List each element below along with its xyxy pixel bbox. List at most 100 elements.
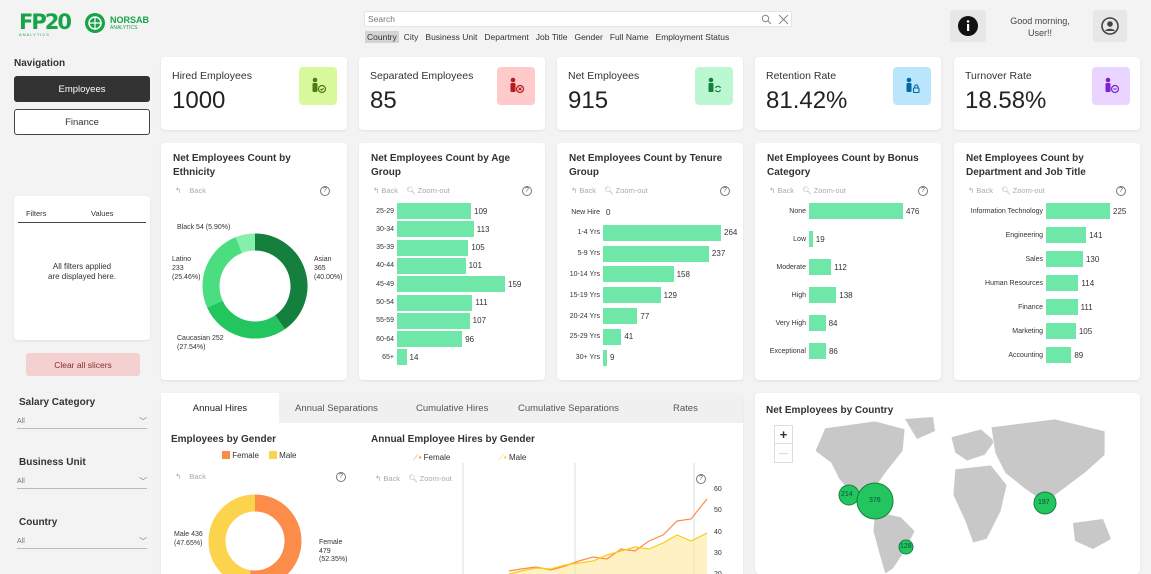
zoom-in-button[interactable]: +: [775, 426, 792, 444]
bar-row[interactable]: 30-34 113: [359, 221, 490, 238]
bar-row[interactable]: 5-9 Yrs 237: [557, 245, 725, 262]
tab-annual-separations[interactable]: Annual Separations: [295, 402, 378, 414]
bar[interactable]: [397, 257, 466, 274]
info-button[interactable]: [950, 10, 986, 42]
search-input[interactable]: [368, 14, 748, 24]
back-button[interactable]: ↰ Back: [968, 186, 994, 195]
bar-row[interactable]: 55-59 107: [359, 312, 486, 329]
chip-city[interactable]: City: [403, 32, 419, 42]
bar-row[interactable]: Very High 84: [755, 315, 837, 331]
slice-female[interactable]: [249, 494, 302, 574]
search-bar[interactable]: [364, 11, 792, 27]
chip-department[interactable]: Department: [484, 32, 529, 42]
bar-row[interactable]: 40-44 101: [359, 257, 482, 274]
tab-cumulative-separations[interactable]: Cumulative Separations: [518, 402, 619, 414]
bar[interactable]: [809, 315, 826, 331]
help-icon[interactable]: ?: [1116, 186, 1126, 196]
bar[interactable]: [397, 221, 474, 238]
bar-row[interactable]: 20-24 Yrs 77: [557, 308, 649, 324]
chip-job-title[interactable]: Job Title: [535, 32, 568, 42]
back-button[interactable]: ↰ Back: [571, 186, 597, 195]
bar[interactable]: [1046, 227, 1087, 243]
bar[interactable]: [809, 231, 813, 247]
back-button[interactable]: ↰ Back: [375, 474, 401, 483]
slice-caucasian[interactable]: [207, 300, 285, 339]
bar[interactable]: [603, 287, 661, 304]
bar[interactable]: [1046, 323, 1076, 339]
back-button[interactable]: ↰ Back: [175, 186, 206, 195]
back-button[interactable]: ↰ Back: [373, 186, 399, 195]
bar-row[interactable]: Engineering 141: [954, 227, 1102, 243]
bar-row[interactable]: None 476: [755, 203, 919, 219]
help-icon[interactable]: ?: [918, 186, 928, 196]
bar-row[interactable]: Human Resources 114: [954, 275, 1094, 291]
help-icon[interactable]: ?: [720, 186, 730, 196]
help-icon[interactable]: ?: [320, 186, 330, 196]
bar[interactable]: [1046, 347, 1072, 363]
bar-row[interactable]: 45-49 159: [359, 276, 521, 293]
bar[interactable]: [809, 287, 837, 303]
bar-row[interactable]: Accounting 89: [954, 347, 1083, 363]
help-icon[interactable]: ?: [696, 474, 706, 484]
search-icon[interactable]: [761, 14, 772, 25]
zoom-out-button[interactable]: 🔍︎ Zoom-out: [408, 474, 452, 483]
chip-full-name[interactable]: Full Name: [609, 32, 649, 42]
slicer-salary-dropdown[interactable]: All ﹀: [17, 415, 147, 429]
bar[interactable]: [397, 203, 472, 219]
tab-annual-hires[interactable]: Annual Hires: [161, 393, 279, 423]
bar[interactable]: [397, 331, 463, 348]
tab-cumulative-hires[interactable]: Cumulative Hires: [416, 402, 489, 414]
zoom-out-button[interactable]: 🔍︎ Zoom-out: [406, 186, 450, 195]
chip-gender[interactable]: Gender: [574, 32, 603, 42]
zoom-out-button[interactable]: 🔍︎ Zoom-out: [802, 186, 846, 195]
bubble-central[interactable]: [856, 482, 894, 520]
bar-row[interactable]: 10-14 Yrs 158: [557, 266, 690, 283]
bar[interactable]: [397, 312, 470, 329]
bar-row[interactable]: 25-29 109: [359, 203, 487, 219]
clear-slicers-button[interactable]: Clear all slicers: [26, 353, 140, 376]
slicer-country-dropdown[interactable]: All ﹀: [17, 535, 147, 549]
bar-row[interactable]: Moderate 112: [755, 259, 847, 275]
bar[interactable]: [397, 276, 505, 293]
zoom-out-button[interactable]: 🔍︎ Zoom-out: [604, 186, 648, 195]
bar-row[interactable]: Marketing 105: [954, 323, 1092, 339]
chip-employment-status[interactable]: Employment Status: [655, 32, 730, 42]
bar[interactable]: [397, 239, 469, 256]
bar-row[interactable]: 1-4 Yrs 264: [557, 224, 737, 241]
bar-row[interactable]: 60-64 96: [359, 331, 474, 348]
bar-row[interactable]: 30+ Yrs 9: [557, 349, 614, 366]
bar-row[interactable]: 35-39 105: [359, 239, 485, 256]
bar[interactable]: [809, 203, 903, 219]
bar[interactable]: [1046, 203, 1110, 219]
help-icon[interactable]: ?: [336, 472, 346, 482]
bar[interactable]: [603, 245, 709, 262]
back-button[interactable]: ↰ Back: [769, 186, 795, 195]
bar[interactable]: [1046, 251, 1083, 267]
bar-row[interactable]: Exceptional 86: [755, 343, 838, 359]
bar[interactable]: [603, 266, 674, 283]
slice-latino[interactable]: [202, 237, 243, 308]
tab-rates[interactable]: Rates: [673, 402, 698, 414]
bar-row[interactable]: 15-19 Yrs 129: [557, 287, 677, 304]
user-avatar-button[interactable]: [1093, 10, 1127, 42]
zoom-out-map-button[interactable]: —: [779, 448, 788, 458]
clear-search-icon[interactable]: [778, 14, 789, 25]
bar[interactable]: [603, 328, 622, 345]
bar[interactable]: [603, 224, 721, 241]
zoom-out-button[interactable]: 🔍︎ Zoom-out: [1001, 186, 1045, 195]
back-button[interactable]: ↰ Back: [175, 472, 206, 481]
bubble-south[interactable]: [898, 539, 914, 555]
bar[interactable]: [1046, 299, 1078, 315]
bar-row[interactable]: New Hire 0: [557, 204, 610, 220]
bar[interactable]: [809, 259, 832, 275]
bar-row[interactable]: Information Technology 225: [954, 203, 1126, 219]
bar[interactable]: [397, 294, 473, 311]
bubble-asia[interactable]: [1033, 491, 1057, 515]
slice-asian[interactable]: [254, 233, 308, 330]
help-icon[interactable]: ?: [522, 186, 532, 196]
bar[interactable]: [603, 349, 608, 366]
bar[interactable]: [1046, 275, 1079, 291]
nav-employees-button[interactable]: Employees: [14, 76, 150, 102]
slice-black[interactable]: [235, 233, 256, 254]
bar[interactable]: [397, 349, 407, 366]
